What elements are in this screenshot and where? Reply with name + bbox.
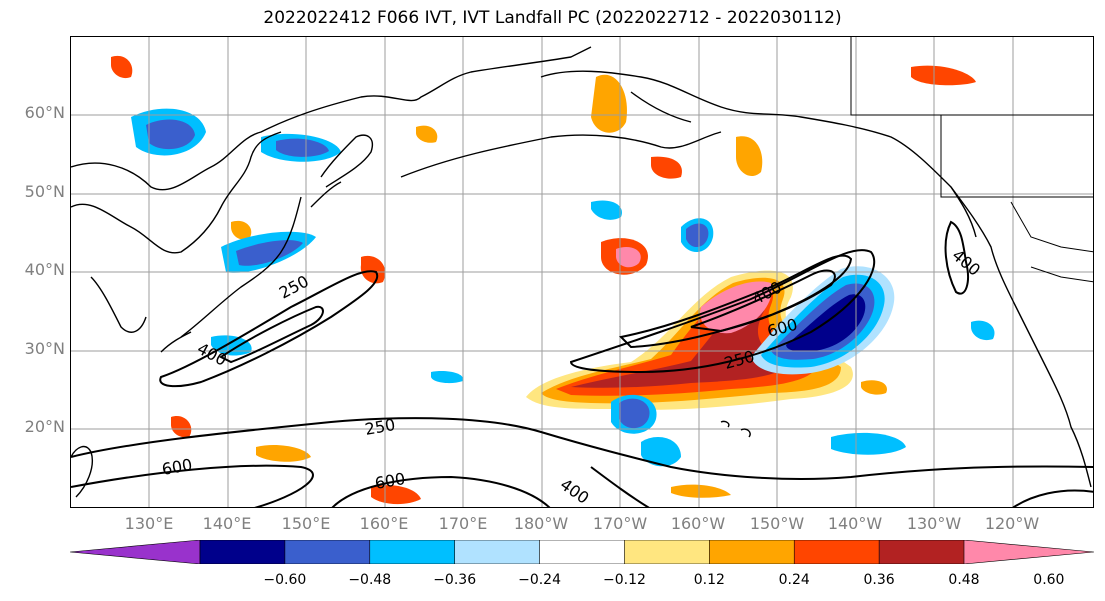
colorbar-cell (284, 540, 371, 564)
colorbar-tick-label: −0.48 (348, 572, 392, 588)
colorbar-tick-label: −0.36 (433, 572, 477, 588)
colorbar-extend-high (963, 540, 1094, 564)
graticule (71, 37, 1093, 507)
lon-label-150e: 150°E (281, 514, 331, 533)
lat-label-60n: 60°N (24, 103, 65, 122)
colorbar-cell (709, 540, 796, 564)
lat-label-50n: 50°N (24, 182, 65, 201)
lon-label-120w: 120°W (984, 514, 1040, 533)
ivt-shading (111, 55, 995, 505)
colorbar-tick-label: 0.12 (693, 572, 725, 588)
map-title: 2022022412 F066 IVT, IVT Landfall PC (20… (263, 8, 842, 28)
contour-label-400-south: 400 (557, 475, 593, 508)
colorbar-cell (624, 540, 711, 564)
colorbar-cell (878, 540, 965, 564)
lat-label-40n: 40°N (24, 260, 65, 279)
lat-label-20n: 20°N (24, 417, 65, 436)
map-canvas: 250 400 600 250 400 600 250 400 600 400 (71, 37, 1093, 508)
colorbar-tick-label: −0.24 (518, 572, 561, 588)
colorbar-cell (199, 540, 286, 564)
lon-label-140w: 140°W (827, 514, 883, 533)
colorbar-cell (369, 540, 456, 564)
colorbar-tick-label: 0.24 (778, 572, 810, 588)
ivt-contours (71, 220, 1093, 507)
lon-label-140e: 140°E (202, 514, 252, 533)
colorbar-tick-label: 0.36 (863, 572, 895, 588)
colorbar-cell (454, 540, 541, 564)
colorbar-tick-label: −0.60 (263, 572, 307, 588)
lon-label-160w: 160°W (670, 514, 726, 533)
colorbar-tick-label: 0.48 (948, 572, 980, 588)
contour-label-600-south-west: 600 (160, 455, 193, 479)
lon-label-170w: 170°W (592, 514, 648, 533)
colorbar-tick-label: −0.12 (602, 572, 646, 588)
coastlines (71, 46, 1092, 498)
lon-label-170e: 170°E (438, 514, 488, 533)
colorbar-cells (70, 540, 1094, 564)
colorbar-tick-label: 0.60 (1033, 572, 1065, 588)
lon-label-130w: 130°W (906, 514, 962, 533)
borders (850, 37, 1093, 283)
lon-label-150w: 150°W (749, 514, 805, 533)
map-panel: 250 400 600 250 400 600 250 400 600 400 (70, 36, 1094, 508)
contour-label-400-coast: 400 (948, 246, 984, 280)
contour-label-250-south: 250 (363, 415, 396, 439)
colorbar (70, 540, 1094, 564)
lat-label-30n: 30°N (24, 339, 65, 358)
lon-label-130e: 130°E (124, 514, 174, 533)
lon-label-160e: 160°E (359, 514, 409, 533)
colorbar-extend-low (70, 540, 201, 564)
colorbar-cell (539, 540, 626, 564)
colorbar-cell (793, 540, 880, 564)
lon-label-180w: 180°W (513, 514, 569, 533)
